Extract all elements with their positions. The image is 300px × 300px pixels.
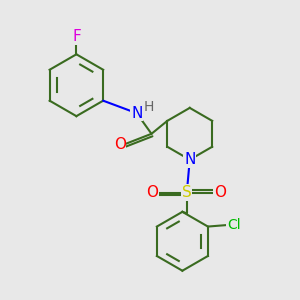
Text: O: O [146, 185, 158, 200]
Text: H: H [143, 100, 154, 114]
Text: N: N [131, 106, 142, 121]
Text: O: O [114, 136, 126, 152]
Text: S: S [182, 185, 192, 200]
Text: Cl: Cl [227, 218, 241, 232]
Text: N: N [184, 152, 195, 167]
Text: F: F [72, 29, 81, 44]
Text: O: O [214, 185, 226, 200]
